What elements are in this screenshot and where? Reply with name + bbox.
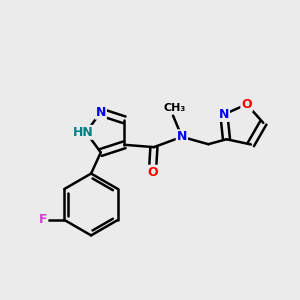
Text: O: O [147, 166, 158, 179]
Text: CH₃: CH₃ [164, 103, 186, 113]
Text: F: F [39, 213, 47, 226]
Text: HN: HN [73, 126, 94, 139]
Text: N: N [219, 108, 229, 121]
Text: N: N [96, 106, 106, 119]
Text: N: N [177, 130, 187, 143]
Text: O: O [241, 98, 252, 111]
